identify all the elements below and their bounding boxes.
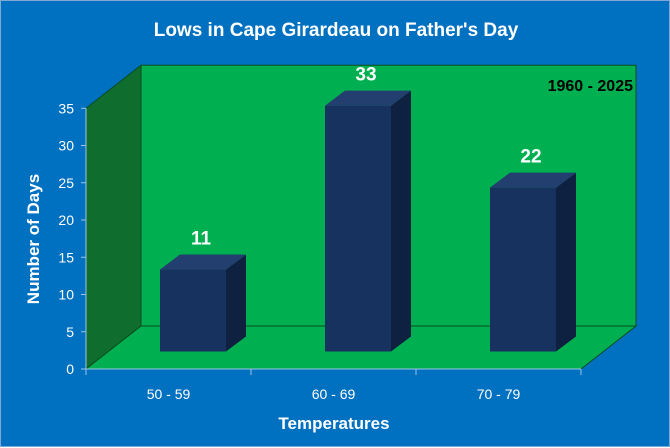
- bar-side: [556, 172, 576, 352]
- y-tick-label: 10: [58, 287, 74, 303]
- y-tick-label: 5: [66, 324, 74, 340]
- bar-front: [490, 187, 556, 352]
- chart-title: Lows in Cape Girardeau on Father's Day: [154, 20, 519, 41]
- bar-top: [160, 254, 246, 270]
- side-wall: [85, 64, 142, 371]
- y-tick-label: 25: [58, 175, 74, 191]
- data-labels: 11 33 22: [191, 65, 542, 250]
- data-label: 22: [520, 147, 541, 168]
- bar-top: [490, 172, 576, 188]
- bar: [490, 172, 576, 352]
- data-label: 33: [355, 65, 376, 86]
- bars: [160, 90, 576, 352]
- bar-front: [160, 269, 226, 352]
- y-axis-title: Number of Days: [24, 174, 43, 304]
- y-axis: 0 5 10 15 20 25 30 35: [58, 100, 87, 377]
- bar-front: [325, 105, 391, 352]
- y-tick-label: 30: [58, 138, 74, 154]
- x-tick-label: 50 - 59: [147, 386, 191, 402]
- bar-top: [325, 90, 411, 106]
- x-axis-title: Temperatures: [278, 414, 389, 433]
- bar-side: [391, 90, 411, 352]
- x-tick-label: 70 - 79: [477, 386, 521, 402]
- y-tick-label: 0: [66, 361, 74, 377]
- y-tick-label: 20: [58, 212, 74, 228]
- x-tick-label: 60 - 69: [312, 386, 356, 402]
- year-range-annotation: 1960 - 2025: [548, 78, 634, 95]
- data-label: 11: [191, 229, 212, 250]
- bar: [325, 90, 411, 352]
- bar-side: [226, 254, 246, 352]
- y-tick-label: 35: [58, 100, 74, 116]
- x-axis: 50 - 59 60 - 69 70 - 79: [85, 368, 582, 402]
- y-tick-label: 15: [58, 249, 74, 265]
- bar: [160, 254, 246, 352]
